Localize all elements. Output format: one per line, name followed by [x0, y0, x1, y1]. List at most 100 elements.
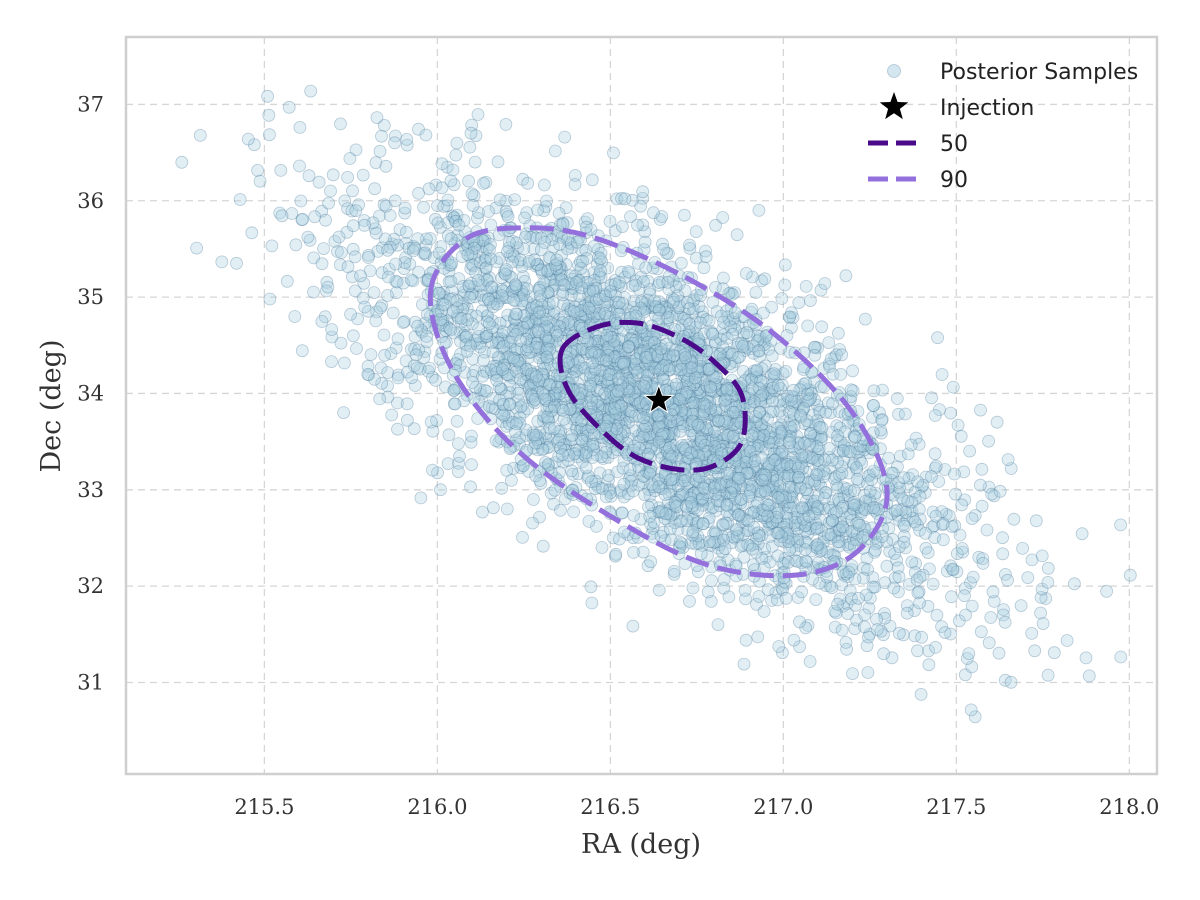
posterior-sample-point [928, 531, 942, 544]
posterior-sample-point [477, 293, 491, 307]
posterior-sample-point [527, 493, 540, 506]
posterior-sample-point [429, 178, 443, 192]
posterior-sample-point [801, 619, 815, 632]
posterior-sample-point [751, 630, 765, 644]
posterior-sample-point [1036, 617, 1050, 630]
posterior-sample-point [703, 405, 717, 419]
posterior-sample-point [539, 331, 553, 345]
posterior-sample-point [670, 500, 683, 514]
posterior-sample-point [858, 312, 872, 326]
posterior-sample-point [503, 249, 517, 263]
posterior-sample-point [381, 243, 395, 257]
posterior-sample-point [637, 344, 651, 358]
posterior-sample-point [609, 362, 623, 375]
posterior-sample-point [687, 447, 701, 461]
posterior-sample-point [540, 301, 554, 315]
posterior-sample-point [388, 136, 402, 150]
posterior-sample-point [936, 518, 949, 532]
posterior-sample-point [520, 206, 534, 220]
posterior-sample-point [763, 391, 777, 405]
posterior-sample-point [843, 540, 856, 554]
posterior-sample-point [802, 418, 816, 432]
posterior-sample-point [1025, 627, 1039, 640]
posterior-sample-point [765, 483, 778, 497]
posterior-sample-point [668, 516, 682, 530]
posterior-sample-point [531, 258, 545, 272]
posterior-sample-point [582, 399, 596, 412]
posterior-sample-point [799, 504, 813, 517]
posterior-sample-point [739, 633, 753, 647]
posterior-sample-point [621, 375, 635, 389]
posterior-sample-point [752, 332, 766, 346]
posterior-sample-point [706, 295, 720, 309]
posterior-sample-point [519, 230, 532, 244]
posterior-sample-point [770, 458, 784, 472]
posterior-sample-point [815, 320, 829, 334]
x-tick-label: 216.5 [580, 795, 640, 819]
posterior-sample-point [863, 468, 877, 482]
posterior-sample-point [621, 363, 635, 377]
posterior-sample-point [517, 242, 531, 256]
posterior-sample-point [375, 241, 389, 255]
posterior-sample-point [510, 353, 524, 367]
posterior-sample-point [636, 382, 650, 396]
posterior-sample-point [576, 360, 589, 374]
posterior-sample-point [918, 486, 932, 500]
posterior-sample-point [687, 450, 701, 464]
posterior-sample-point [635, 360, 648, 374]
posterior-sample-point [647, 336, 661, 349]
posterior-sample-point [404, 342, 418, 356]
posterior-sample-point [736, 538, 749, 552]
posterior-sample-point [515, 287, 529, 301]
posterior-sample-point [637, 379, 651, 393]
posterior-sample-point [786, 530, 800, 544]
posterior-sample-point [575, 243, 589, 257]
posterior-sample-point [772, 421, 786, 435]
posterior-sample-point [569, 349, 583, 363]
posterior-sample-point [984, 611, 998, 624]
posterior-sample-point [424, 415, 438, 429]
posterior-sample-point [706, 434, 719, 448]
posterior-sample-point [945, 590, 958, 604]
posterior-sample-point [1039, 592, 1053, 605]
posterior-sample-point [852, 475, 866, 489]
posterior-sample-point [540, 194, 553, 208]
posterior-sample-point [662, 363, 676, 377]
posterior-sample-point [712, 448, 725, 462]
posterior-sample-point [418, 246, 432, 260]
posterior-sample-point [692, 392, 706, 406]
posterior-sample-point [674, 294, 687, 308]
posterior-sample-point [695, 394, 709, 408]
posterior-sample-point [796, 404, 809, 418]
posterior-sample-point [565, 401, 579, 415]
posterior-sample-point [553, 273, 566, 287]
posterior-sample-point [711, 395, 724, 409]
posterior-sample-point [788, 471, 802, 485]
posterior-sample-point [375, 376, 389, 390]
posterior-sample-point [430, 414, 444, 427]
posterior-sample-point [676, 451, 689, 465]
posterior-sample-point [659, 471, 672, 485]
posterior-sample-point [399, 354, 413, 368]
posterior-sample-point [742, 370, 756, 384]
posterior-sample-point [508, 193, 522, 207]
posterior-sample-point [757, 561, 771, 574]
posterior-sample-point [434, 483, 447, 497]
posterior-sample-point [467, 189, 481, 203]
posterior-sample-point [857, 488, 871, 502]
posterior-sample-point [693, 316, 707, 330]
posterior-sample-point [1123, 568, 1137, 582]
posterior-sample-point [640, 407, 653, 421]
posterior-sample-point [783, 425, 797, 439]
posterior-sample-point [754, 435, 768, 449]
posterior-sample-point [447, 383, 461, 397]
posterior-sample-point [580, 310, 594, 323]
posterior-sample-point [760, 462, 774, 476]
posterior-sample-point [548, 456, 562, 470]
posterior-sample-point [722, 313, 736, 327]
posterior-sample-point [734, 496, 748, 510]
posterior-sample-point [506, 371, 519, 385]
posterior-sample-point [919, 527, 932, 540]
posterior-sample-point [517, 375, 531, 389]
posterior-sample-point [706, 434, 720, 448]
